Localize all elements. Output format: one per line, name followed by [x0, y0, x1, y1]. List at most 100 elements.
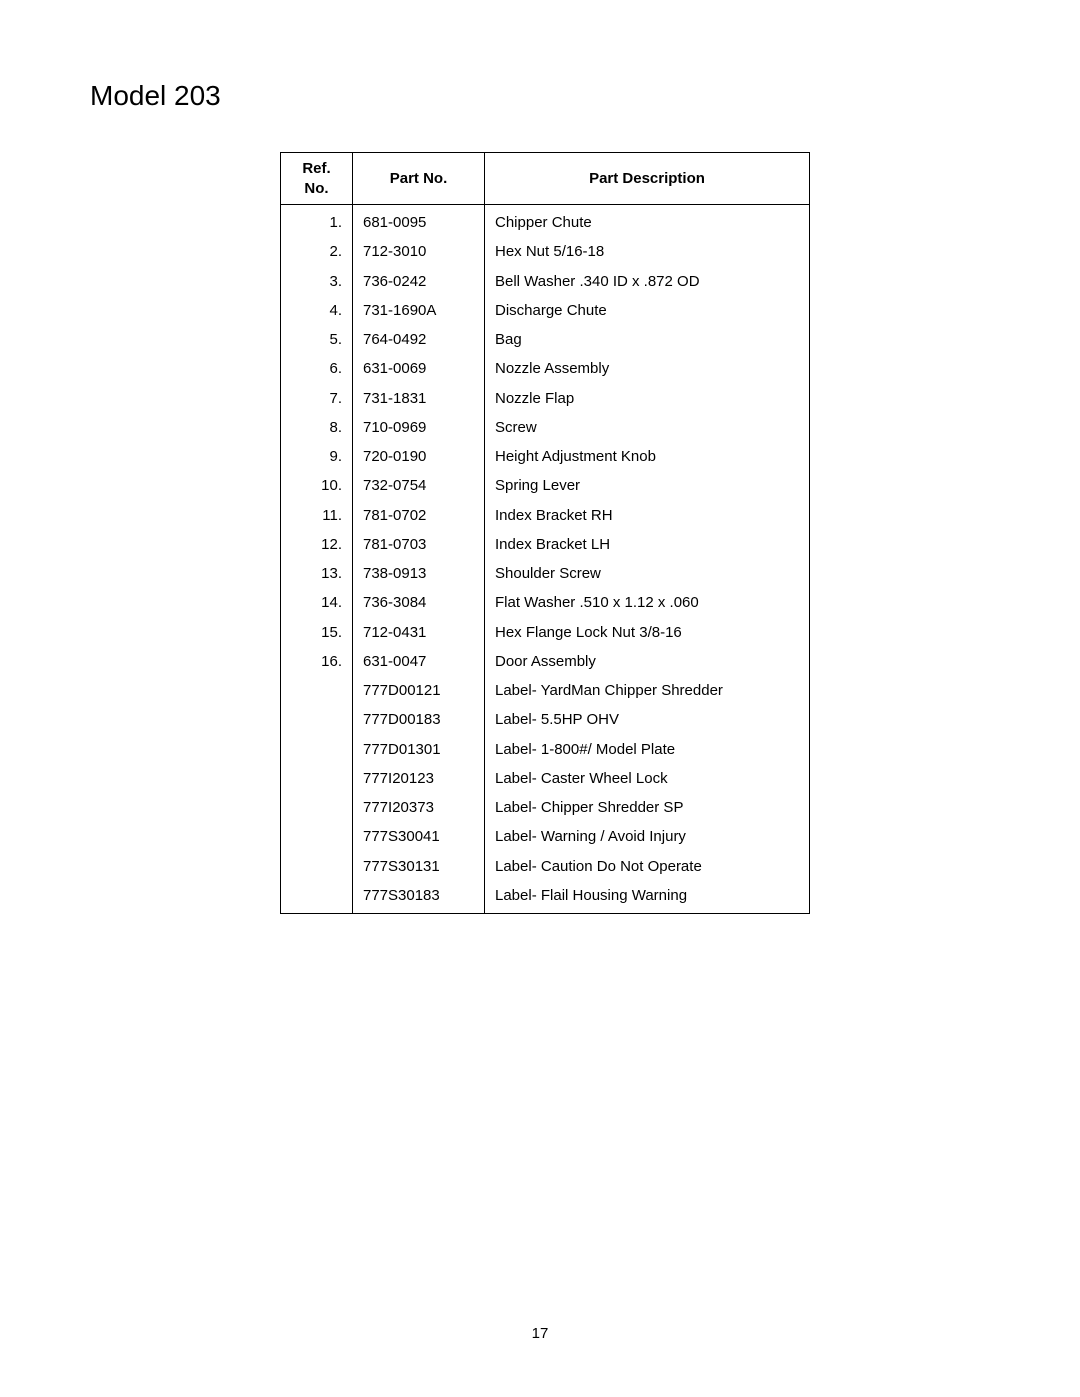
cell-ref: 2. [281, 237, 353, 266]
cell-part: 777S30041 [353, 822, 485, 851]
col-header-ref: Ref. No. [281, 153, 353, 205]
table-row: 777D01301Label- 1-800#/ Model Plate [281, 735, 810, 764]
cell-desc: Nozzle Flap [485, 384, 810, 413]
cell-desc: Bag [485, 325, 810, 354]
cell-desc: Hex Flange Lock Nut 3/8-16 [485, 618, 810, 647]
cell-ref: 1. [281, 205, 353, 238]
table-row: 1.681-0095Chipper Chute [281, 205, 810, 238]
cell-ref [281, 676, 353, 705]
cell-ref [281, 822, 353, 851]
table-row: 13.738-0913Shoulder Screw [281, 559, 810, 588]
cell-part: 777S30131 [353, 852, 485, 881]
cell-part: 712-3010 [353, 237, 485, 266]
cell-desc: Shoulder Screw [485, 559, 810, 588]
cell-ref [281, 705, 353, 734]
cell-ref: 10. [281, 471, 353, 500]
col-header-part: Part No. [353, 153, 485, 205]
table-row: 10.732-0754Spring Lever [281, 471, 810, 500]
table-row: 2.712-3010Hex Nut 5/16-18 [281, 237, 810, 266]
cell-desc: Flat Washer .510 x 1.12 x .060 [485, 588, 810, 617]
cell-part: 631-0047 [353, 647, 485, 676]
page-number: 17 [0, 1325, 1080, 1342]
cell-part: 777D00121 [353, 676, 485, 705]
table-row: 777D00183Label- 5.5HP OHV [281, 705, 810, 734]
cell-desc: Bell Washer .340 ID x .872 OD [485, 267, 810, 296]
table-row: 777I20373Label- Chipper Shredder SP [281, 793, 810, 822]
table-row: 9.720-0190Height Adjustment Knob [281, 442, 810, 471]
cell-ref: 13. [281, 559, 353, 588]
cell-part: 781-0703 [353, 530, 485, 559]
cell-desc: Label- 1-800#/ Model Plate [485, 735, 810, 764]
table-row: 777D00121Label- YardMan Chipper Shredder [281, 676, 810, 705]
cell-part: 631-0069 [353, 354, 485, 383]
table-row: 14.736-3084Flat Washer .510 x 1.12 x .06… [281, 588, 810, 617]
cell-ref: 12. [281, 530, 353, 559]
cell-ref [281, 735, 353, 764]
cell-part: 777D01301 [353, 735, 485, 764]
cell-part: 681-0095 [353, 205, 485, 238]
cell-desc: Label- Flail Housing Warning [485, 881, 810, 914]
table-row: 5.764-0492Bag [281, 325, 810, 354]
cell-desc: Index Bracket RH [485, 501, 810, 530]
cell-desc: Label- 5.5HP OHV [485, 705, 810, 734]
cell-ref: 15. [281, 618, 353, 647]
table-row: 11.781-0702Index Bracket RH [281, 501, 810, 530]
table-row: 16.631-0047Door Assembly [281, 647, 810, 676]
cell-desc: Label- Chipper Shredder SP [485, 793, 810, 822]
cell-ref: 16. [281, 647, 353, 676]
cell-part: 732-0754 [353, 471, 485, 500]
cell-ref: 3. [281, 267, 353, 296]
cell-part: 710-0969 [353, 413, 485, 442]
parts-table-wrap: Ref. No. Part No. Part Description 1.681… [280, 152, 810, 914]
cell-ref: 9. [281, 442, 353, 471]
cell-desc: Nozzle Assembly [485, 354, 810, 383]
cell-desc: Spring Lever [485, 471, 810, 500]
table-row: 777I20123Label- Caster Wheel Lock [281, 764, 810, 793]
cell-ref: 11. [281, 501, 353, 530]
page-title: Model 203 [90, 80, 990, 112]
cell-desc: Height Adjustment Knob [485, 442, 810, 471]
cell-ref: 8. [281, 413, 353, 442]
cell-desc: Index Bracket LH [485, 530, 810, 559]
cell-part: 764-0492 [353, 325, 485, 354]
parts-table: Ref. No. Part No. Part Description 1.681… [280, 152, 810, 914]
col-header-desc: Part Description [485, 153, 810, 205]
cell-part: 777I20373 [353, 793, 485, 822]
cell-ref [281, 852, 353, 881]
table-row: 777S30041Label- Warning / Avoid Injury [281, 822, 810, 851]
page: Model 203 Ref. No. Part No. Part Descrip… [0, 0, 1080, 1397]
cell-desc: Label- YardMan Chipper Shredder [485, 676, 810, 705]
cell-part: 720-0190 [353, 442, 485, 471]
table-row: 777S30131Label- Caution Do Not Operate [281, 852, 810, 881]
cell-part: 736-0242 [353, 267, 485, 296]
parts-table-body: 1.681-0095Chipper Chute2.712-3010Hex Nut… [281, 205, 810, 914]
cell-ref: 4. [281, 296, 353, 325]
cell-ref: 14. [281, 588, 353, 617]
cell-part: 731-1831 [353, 384, 485, 413]
table-row: 4.731-1690ADischarge Chute [281, 296, 810, 325]
cell-part: 736-3084 [353, 588, 485, 617]
cell-ref [281, 764, 353, 793]
parts-table-head: Ref. No. Part No. Part Description [281, 153, 810, 205]
cell-desc: Screw [485, 413, 810, 442]
cell-part: 777I20123 [353, 764, 485, 793]
table-row: 15.712-0431Hex Flange Lock Nut 3/8-16 [281, 618, 810, 647]
table-header-row: Ref. No. Part No. Part Description [281, 153, 810, 205]
cell-part: 777D00183 [353, 705, 485, 734]
cell-ref: 6. [281, 354, 353, 383]
cell-desc: Discharge Chute [485, 296, 810, 325]
cell-part: 781-0702 [353, 501, 485, 530]
cell-part: 738-0913 [353, 559, 485, 588]
cell-ref: 7. [281, 384, 353, 413]
cell-desc: Hex Nut 5/16-18 [485, 237, 810, 266]
cell-part: 777S30183 [353, 881, 485, 914]
table-row: 7.731-1831Nozzle Flap [281, 384, 810, 413]
cell-part: 712-0431 [353, 618, 485, 647]
table-row: 6.631-0069Nozzle Assembly [281, 354, 810, 383]
table-row: 8.710-0969Screw [281, 413, 810, 442]
table-row: 3.736-0242Bell Washer .340 ID x .872 OD [281, 267, 810, 296]
cell-ref [281, 793, 353, 822]
table-row: 12.781-0703Index Bracket LH [281, 530, 810, 559]
cell-desc: Chipper Chute [485, 205, 810, 238]
cell-desc: Door Assembly [485, 647, 810, 676]
